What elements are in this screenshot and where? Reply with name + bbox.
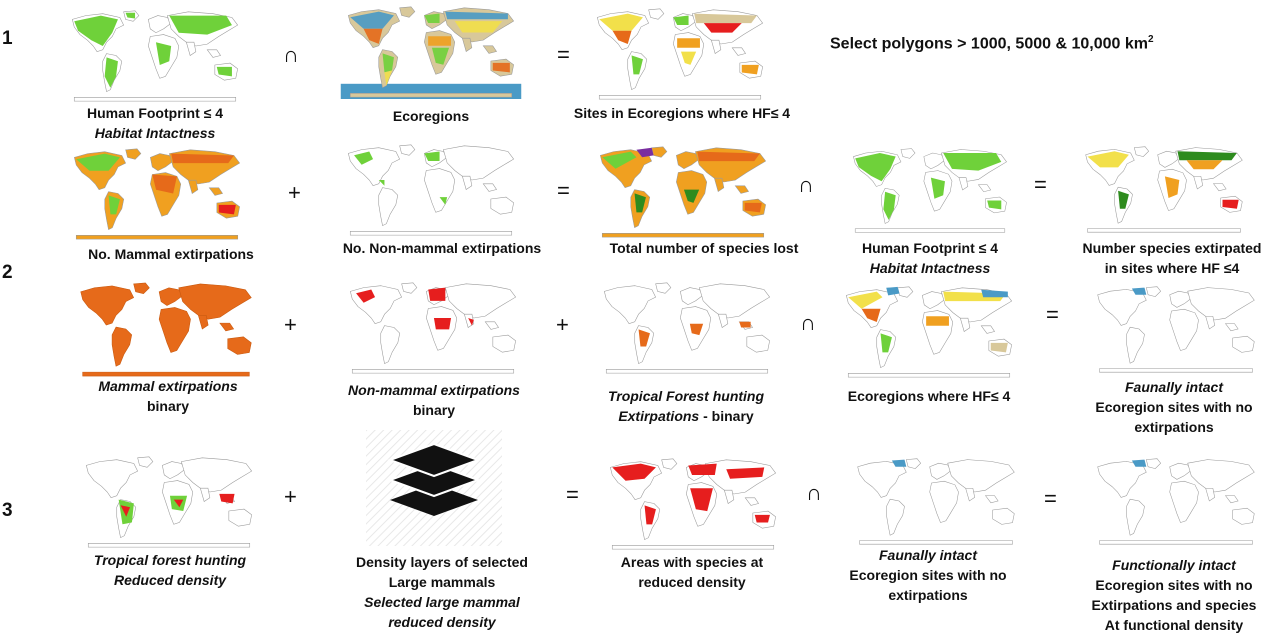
equals-operator-r2b: = [1046,302,1059,327]
plus-operator-r2a: + [288,180,301,205]
mammal-extirpations-binary-map [80,282,252,377]
species-extirpated-hf-map [1085,146,1243,233]
human-footprint-map-2 [853,148,1007,233]
equals-operator-r3-1: = [566,482,579,507]
caption-r2b-result: Faunally intact Ecoregion sites with no … [1095,379,1253,435]
intersect-operator-r2a: ∩ [798,172,814,197]
caption-r2a-result: Number species extirpated in sites where… [1082,240,1262,276]
caption-r2a-mammal: No. Mammal extirpations [88,246,254,262]
equals-operator-r3-2: = [1044,486,1057,511]
intersect-operator-r1: ∩ [283,42,299,67]
caption-r3-areas: Areas with species at reduced density [620,554,764,590]
caption-r2b-tropical: Tropical Forest hunting Extirpations - b… [607,388,765,424]
plus-operator-r2b-1: + [284,312,297,337]
plus-operator-r2b-2: + [556,312,569,337]
human-footprint-map-1 [71,10,239,102]
faunally-intact-map-1 [1097,286,1255,373]
caption-r2a-nonmammal: No. Non-mammal extirpations [342,240,542,256]
tropical-forest-hunting-binary-map [603,282,771,374]
intersect-operator-r3: ∩ [806,480,822,505]
step-number-1: 1 [2,28,13,49]
reduced-density-areas-map [609,458,777,550]
density-layers-icon [366,430,502,546]
total-species-lost-map [599,146,767,238]
functionally-intact-map [1097,458,1255,545]
equals-operator-r2a-1: = [557,178,570,203]
polygon-selection-note: Select polygons > 1000, 5000 & 10,000 km… [830,34,1154,53]
non-mammal-extirpations-map [347,144,515,236]
caption-r2b-nonmammal: Non-mammal extirpations binary [348,382,520,418]
ecoregions-map-1 [340,6,522,99]
equals-operator-r1: = [557,42,570,67]
plus-operator-r3: + [284,484,297,509]
tropical-reduced-density-map [85,456,253,548]
caption-r2b-mammal: Mammal extirpations binary [98,378,238,414]
intersect-operator-r2b: ∩ [800,310,816,335]
caption-r1-sites: Sites in Ecoregions where HF≤ 4 [573,105,791,121]
caption-r2b-ecoregions: Ecoregions where HF≤ 4 [847,388,1011,404]
caption-r3-tropical: Tropical forest hunting Reduced density [93,552,247,588]
caption-r3-result: Functionally intact Ecoregion sites with… [1091,557,1257,633]
step-number-2: 2 [2,262,13,283]
caption-r3-faunal: Faunally intact Ecoregion sites with no … [849,547,1007,603]
ecoregions-hf-map [845,286,1013,378]
mammal-extirpations-map [73,148,241,240]
caption-r2a-total: Total number of species lost [609,240,799,256]
sites-ecoregions-map-1 [596,8,764,100]
caption-r2a-human-footprint: Human Footprint ≤ 4 Habitat Intactness [861,240,998,276]
faunally-intact-map-2 [857,458,1015,545]
caption-r1-ecoregions: Ecoregions [392,108,470,124]
equals-operator-r2a-2: = [1034,172,1047,197]
non-mammal-extirpations-binary-map [349,282,517,374]
caption-r3-density: Density layers of selected Large mammals… [356,554,528,630]
step-number-3: 3 [2,500,13,521]
caption-r1-human-footprint: Human Footprint ≤ 4 Habitat Intactness [86,105,223,141]
